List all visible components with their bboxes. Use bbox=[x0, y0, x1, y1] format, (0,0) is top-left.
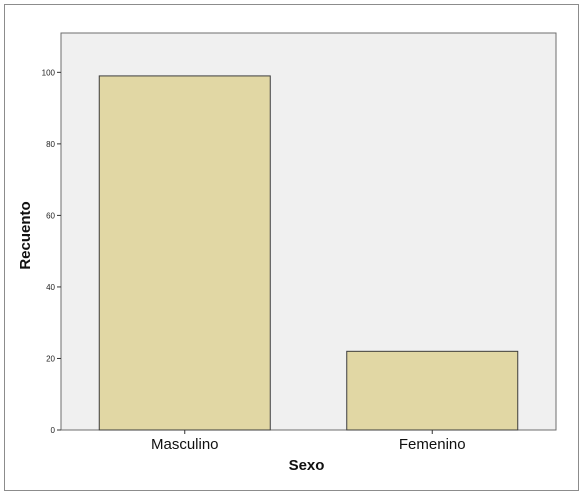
y-tick-label: 40 bbox=[46, 283, 55, 292]
y-tick-label: 100 bbox=[42, 68, 56, 77]
bar-femenino bbox=[346, 350, 519, 431]
x-category-label: Masculino bbox=[151, 436, 219, 453]
y-tick-label: 80 bbox=[46, 140, 55, 149]
x-axis: Masculino Femenino bbox=[151, 430, 466, 453]
x-category-label: Femenino bbox=[399, 436, 466, 453]
bars-group bbox=[98, 75, 519, 431]
y-tick-label: 0 bbox=[51, 426, 56, 435]
y-axis-title: Recuento bbox=[17, 201, 34, 269]
y-tick-label: 60 bbox=[46, 211, 55, 220]
x-axis-title: Sexo bbox=[289, 457, 325, 474]
y-axis: 0 20 40 60 80 100 bbox=[42, 68, 61, 435]
bar-masculino bbox=[98, 75, 271, 431]
y-tick-label: 20 bbox=[46, 354, 55, 363]
